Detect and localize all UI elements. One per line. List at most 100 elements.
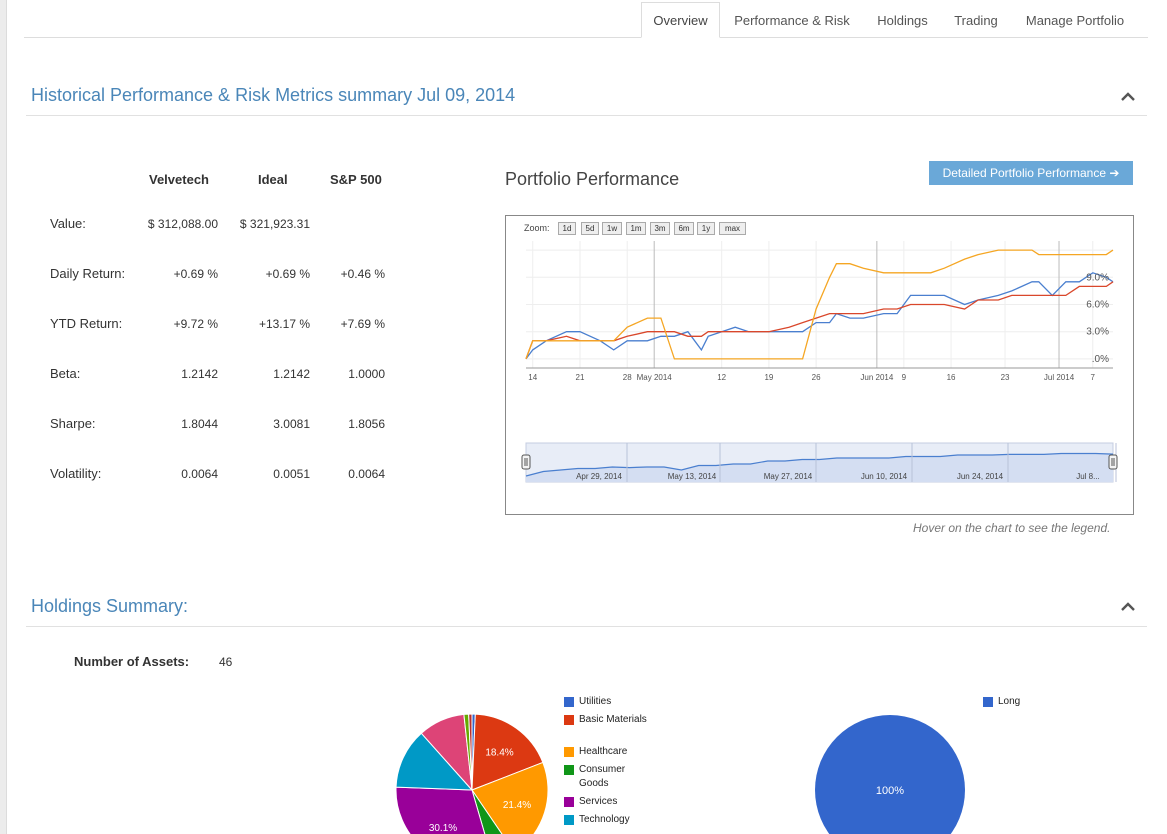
column-header-velvetech: Velvetech [149,172,209,187]
x-tick-label: 23 [1001,373,1010,382]
metric-value: +0.69 % [265,267,310,281]
metric-value: 1.2142 [181,367,218,381]
metric-value: 1.8044 [181,417,218,431]
legend-swatch [983,697,993,707]
collapse-chevron-up-icon[interactable] [1120,90,1136,102]
metric-row-label: Daily Return: [50,266,126,281]
legend-swatch [564,697,574,707]
number-of-assets-value: 46 [219,655,233,669]
metric-value: 0.0064 [348,467,385,481]
legend-swatch [564,797,574,807]
pie-slice-label: 18.4% [485,748,513,759]
sector-pie-chart[interactable]: 18.4% 21.4% 30.1% [380,700,565,834]
metric-value: +0.69 % [173,267,218,281]
metric-row-label: Volatility: [50,466,102,481]
series-line-1[interactable] [525,281,1114,360]
pie-slice[interactable] [395,786,493,834]
metric-value: $ 321,923.31 [239,217,310,231]
navigator-date-label: Jun 24, 2014 [957,472,1004,481]
chart-plot-area: 14 21 28 May 2014 12 19 26 Jun 2014 9 16 23 Jul 201… [525,241,1114,382]
navigator-date-label: Jun 10, 2014 [861,472,908,481]
metric-row-label: Sharpe: [50,416,96,431]
legend-label: Utilities [579,696,612,707]
tab-manage-portfolio[interactable]: Manage Portfolio [1025,13,1125,28]
column-header-sp500: S&P 500 [330,172,382,187]
y-tick-label: .0% [1092,354,1109,365]
performance-chart-svg[interactable]: 14 21 28 May 2014 12 19 26 Jun 2014 9 16 23 Jul 201… [506,216,1133,514]
zoom-button-6m[interactable]: 6m [674,222,694,235]
navigator-date-label: Jul 8... [1076,472,1100,481]
tab-performance-risk[interactable]: Performance & Risk [734,13,850,28]
metric-value: +7.69 % [340,317,385,331]
x-tick-label: Jul 2014 [1044,373,1075,382]
legend-label: Basic Materials [579,714,647,725]
holdings-section-title: Holdings Summary: [31,596,189,616]
x-tick-label: 19 [764,373,773,382]
metric-value: 0.0051 [273,467,310,481]
zoom-button-1m[interactable]: 1m [626,222,646,235]
legend-label: Healthcare [579,746,628,757]
pie-slice[interactable] [471,713,544,791]
zoom-button-1d[interactable]: 1d [558,222,576,235]
collapse-chevron-up-icon[interactable] [1120,600,1136,612]
pie-slice[interactable] [471,761,549,834]
navigator-date-label: May 27, 2014 [764,472,813,481]
tab-overview[interactable]: Overview [641,2,720,38]
pie-slice-long[interactable] [815,715,965,834]
metric-value: +13.17 % [258,317,310,331]
navigator-date-label: May 13, 2014 [668,472,717,481]
series-line-0[interactable] [525,272,1114,360]
detailed-performance-button[interactable]: Detailed Portfolio Performance ➔ [929,161,1133,185]
series-line-2[interactable] [525,249,1114,360]
metric-row-label: Value: [50,216,86,231]
zoom-label: Zoom: [524,223,550,233]
x-tick-label: 26 [812,373,821,382]
x-tick-label: 21 [576,373,585,382]
legend-swatch [564,765,574,775]
pie-slice-label: 30.1% [429,823,457,834]
x-tick-label: 14 [528,373,537,382]
pie-slice[interactable] [471,789,515,834]
pie-slice-label: 100% [876,785,904,797]
pie-slice-label: 21.4% [503,800,531,811]
zoom-button-5d[interactable]: 5d [581,222,599,235]
number-of-assets-label: Number of Assets: [74,654,190,669]
left-sidebar-edge [0,0,7,834]
tab-bar: Overview Performance & Risk Holdings Tra… [24,0,1148,38]
metric-row-label: Beta: [50,366,81,381]
metric-value: 3.0081 [273,417,310,431]
navigator-date-label: Apr 29, 2014 [576,472,622,481]
navigator-line [525,452,1114,477]
x-tick-label: May 2014 [637,373,673,382]
y-tick-label: 6.0% [1086,300,1109,311]
range-navigator[interactable]: Apr 29, 2014 May 13, 2014 May 27, 2014 Jun … [521,442,1118,483]
y-tick-label: 9.0% [1086,272,1109,283]
metric-value: $ 312,088.00 [147,217,218,231]
zoom-button-3m[interactable]: 3m [650,222,670,235]
section-divider [26,626,1147,627]
legend-label: Technology [579,814,630,825]
navigator-right-handle[interactable] [1108,454,1118,470]
metric-value: +0.46 % [340,267,385,281]
legend-swatch [564,815,574,825]
legend-label: Consumer Goods [579,764,626,789]
x-tick-label: 7 [1091,373,1096,382]
y-tick-label: 3.0% [1086,327,1109,338]
x-tick-label: 9 [902,373,907,382]
pie-slice[interactable] [468,713,473,791]
navigator-left-handle[interactable] [521,454,531,470]
legend-swatch [564,747,574,757]
navigator-fill [526,453,1113,482]
zoom-button-1w[interactable]: 1w [602,222,622,235]
tab-trading[interactable]: Trading [954,13,998,28]
column-header-ideal: Ideal [258,172,288,187]
legend-label: Services [579,796,618,807]
pie-slice[interactable] [395,732,474,791]
long-short-pie-chart[interactable]: 100% [800,700,980,834]
legend-label: Long [998,696,1021,707]
tab-holdings[interactable]: Holdings [877,13,928,28]
zoom-button-1y[interactable]: 1y [697,222,715,235]
chart-title: Portfolio Performance [505,169,680,189]
x-tick-label: 12 [717,373,726,382]
zoom-button-max[interactable]: max [719,222,746,235]
